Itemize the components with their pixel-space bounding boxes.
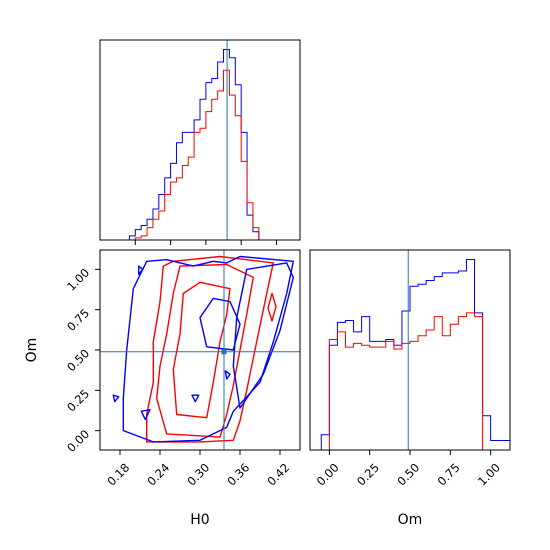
histogram-step-series-0 — [320, 259, 510, 450]
contour-line-1-4 — [112, 394, 120, 403]
om-h0-contour-panel: 0.18 0.24 0.30 0.36 0.420.000.250.500.751.00… — [24, 249, 301, 528]
contour-line-1-0 — [122, 255, 294, 443]
h0-histogram-ticks — [134, 240, 277, 245]
contour-line-1-7 — [224, 370, 231, 380]
contour-line-1-5 — [138, 265, 144, 275]
contour-line-1-6 — [191, 394, 200, 403]
h0-histogram-frame — [99, 39, 301, 241]
histogram-step-series-1 — [321, 312, 510, 450]
contour-series — [100, 250, 300, 450]
histogram-step-series-1 — [129, 69, 260, 240]
om-histogram-x-axis-label: Om — [398, 512, 423, 528]
contour-line-1-3 — [140, 409, 151, 421]
contour-line-1-2 — [199, 297, 241, 351]
contour-line-0-3 — [267, 292, 277, 322]
h0-histogram-panel — [99, 39, 301, 245]
histogram-step-series-0 — [128, 49, 260, 240]
h0-histogram-series — [128, 40, 260, 240]
contour-y-axis-label: Om — [24, 338, 40, 363]
om-histogram-series — [320, 250, 510, 450]
contour-line-0-2 — [172, 281, 231, 419]
truth-marker — [221, 349, 227, 355]
contour-line-0-0 — [146, 255, 274, 443]
contour-line-1-1 — [232, 262, 294, 409]
contour-line-0-1 — [156, 263, 254, 438]
contour-x-axis-label: H0 — [190, 512, 209, 528]
